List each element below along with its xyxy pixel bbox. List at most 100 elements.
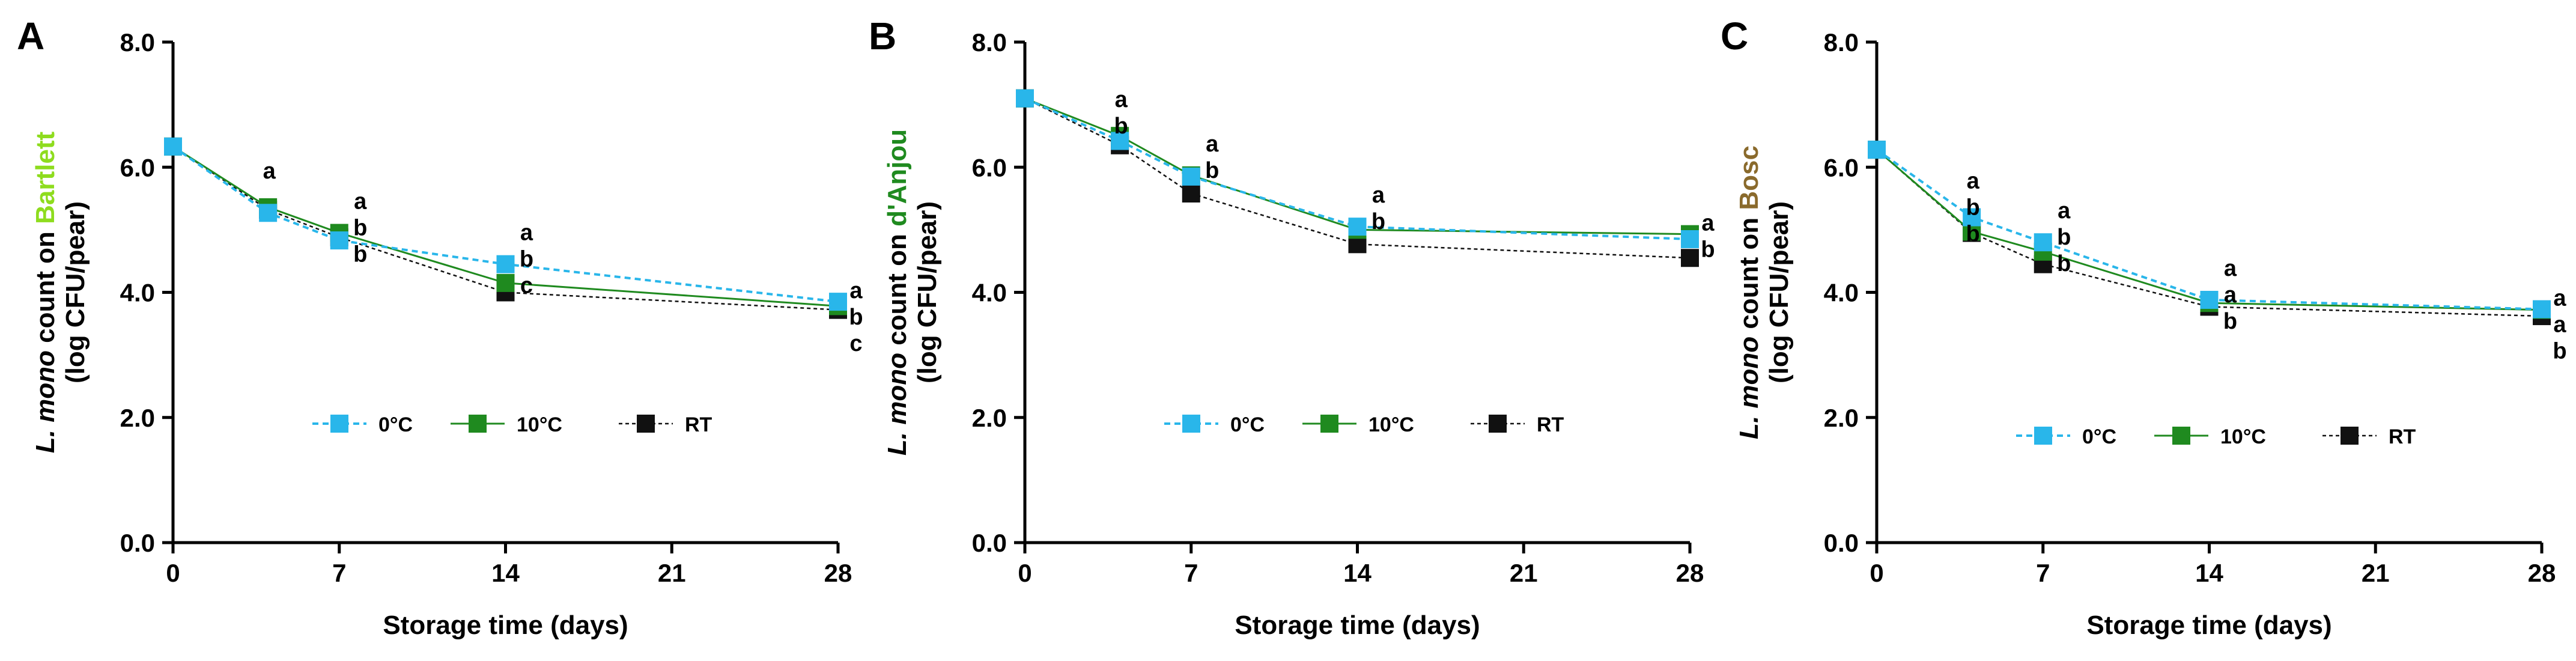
legend-marker-10c [469, 415, 487, 433]
legend-marker-rt [2341, 427, 2359, 445]
significance-letter: b [2553, 339, 2566, 364]
x-tick-label: 7 [2036, 559, 2050, 587]
y-tick-label: 4.0 [1824, 279, 1859, 307]
legend-marker-0c [330, 415, 348, 433]
legend-marker-10c [1320, 415, 1338, 433]
x-tick-label: 21 [658, 559, 686, 587]
x-tick-label: 14 [491, 559, 520, 587]
y-tick-label: 0.0 [120, 529, 155, 557]
significance-letter: c [520, 273, 533, 299]
x-tick-label: 14 [2195, 559, 2223, 587]
legend-marker-10c [2172, 427, 2190, 445]
panel-b: B 0.0 2.0 4.0 6.0 8.0 0 7 14 21 28 Storage time (da… [869, 14, 1715, 640]
legend-marker-0c [1182, 415, 1200, 433]
x-tick-label: 7 [1184, 559, 1198, 587]
data-point-0c [259, 204, 278, 222]
significance-letter: a [1967, 169, 1980, 194]
panel-letter: B [869, 14, 896, 58]
y-tick-label: 2.0 [120, 404, 155, 432]
significance-letter: c [849, 331, 862, 356]
data-point-0c [1111, 132, 1129, 150]
data-point-0c [330, 231, 348, 250]
data-point-0c [1348, 218, 1367, 236]
series-line-rt [172, 145, 839, 311]
data-point-0c [164, 137, 182, 156]
legend-label-0c: 0°C [2082, 425, 2116, 448]
data-point-0c [496, 255, 515, 273]
legend-label-10c: 10°C [517, 413, 562, 436]
legend-label-10c: 10°C [1368, 413, 1414, 436]
data-point-0c [1681, 230, 1699, 248]
significance-letter: a [354, 189, 367, 215]
x-tick-label: 21 [1510, 559, 1538, 587]
panel-letter: C [1721, 14, 1748, 58]
y-axis-title: L. mono count on Bartlett [31, 132, 60, 454]
data-point-0c [829, 293, 847, 311]
y-tick-label: 6.0 [972, 153, 1007, 181]
y-axis-title-organism: L. mono [882, 353, 912, 455]
y-tick-label: 8.0 [972, 28, 1007, 56]
significance-letter: a [849, 278, 863, 303]
significance-letter: a [1206, 132, 1219, 157]
y-tick-label: 6.0 [1824, 153, 1859, 181]
significance-letter: a [263, 159, 276, 184]
y-axis-title-organism: L. mono [1734, 337, 1764, 439]
significance-letter: a [520, 221, 533, 246]
legend-marker-rt [637, 415, 655, 433]
significance-letter: b [1114, 114, 1128, 139]
significance-letter: a [2553, 286, 2566, 311]
x-tick-label: 28 [824, 559, 852, 587]
y-axis-title-cultivar: Bartlett [31, 132, 60, 224]
y-axis-title-units: (log CFU/pear) [61, 201, 90, 383]
legend-label-rt: RT [685, 413, 712, 436]
panel-letter: A [17, 14, 44, 58]
significance-letter: b [520, 247, 533, 272]
y-tick-label: 0.0 [1824, 529, 1859, 557]
data-point-0c [1016, 89, 1034, 108]
data-point-rt [1681, 249, 1699, 267]
data-point-10c [496, 273, 515, 292]
data-point-0c [2200, 290, 2219, 309]
x-axis-title: Storage time (days) [2086, 611, 2331, 640]
y-tick-label: 8.0 [120, 28, 155, 56]
y-axis-title-text: count on [1734, 210, 1764, 337]
series-line-0c [172, 145, 839, 303]
y-tick-label: 4.0 [972, 279, 1007, 307]
data-point-0c [1963, 208, 1981, 227]
panel-a: A 0.0 2.0 4.0 6.0 8.0 0 7 14 21 28 Storage time (da… [17, 14, 863, 640]
legend-label-rt: RT [1537, 413, 1564, 436]
data-point-rt [1182, 184, 1200, 203]
legend-label-0c: 0°C [1230, 413, 1265, 436]
significance-letter: b [849, 305, 863, 330]
y-tick-label: 8.0 [1824, 28, 1859, 56]
significance-letter: a [2224, 282, 2237, 308]
x-tick-label: 28 [2528, 559, 2556, 587]
y-tick-label: 6.0 [120, 153, 155, 181]
y-tick-label: 2.0 [972, 404, 1007, 432]
data-point-0c [1182, 167, 1200, 186]
legend-label-0c: 0°C [378, 413, 413, 436]
y-axis-title-cultivar: Bosc [1734, 145, 1764, 210]
significance-letter: a [2553, 312, 2566, 338]
significance-letter: b [1372, 209, 1385, 234]
significance-letter: b [1966, 195, 1980, 221]
legend-label-rt: RT [2389, 425, 2416, 448]
x-tick-label: 21 [2362, 559, 2390, 587]
significance-letter: b [2223, 309, 2237, 334]
x-tick-label: 7 [332, 559, 346, 587]
x-tick-label: 0 [1018, 559, 1031, 587]
y-tick-label: 2.0 [1824, 404, 1859, 432]
data-point-0c [2034, 233, 2052, 252]
significance-letter: b [1701, 237, 1715, 263]
y-axis-title: L. mono count on Bosc [1734, 145, 1764, 439]
y-tick-label: 4.0 [120, 279, 155, 307]
significance-letter: a [1115, 87, 1128, 112]
legend-marker-rt [1489, 415, 1507, 433]
y-tick-label: 0.0 [972, 529, 1007, 557]
x-tick-label: 14 [1343, 559, 1372, 587]
data-point-0c [2533, 300, 2551, 318]
y-axis-title-units: (log CFU/pear) [913, 201, 942, 383]
significance-letter: b [1966, 222, 1980, 247]
x-tick-label: 0 [1870, 559, 1883, 587]
